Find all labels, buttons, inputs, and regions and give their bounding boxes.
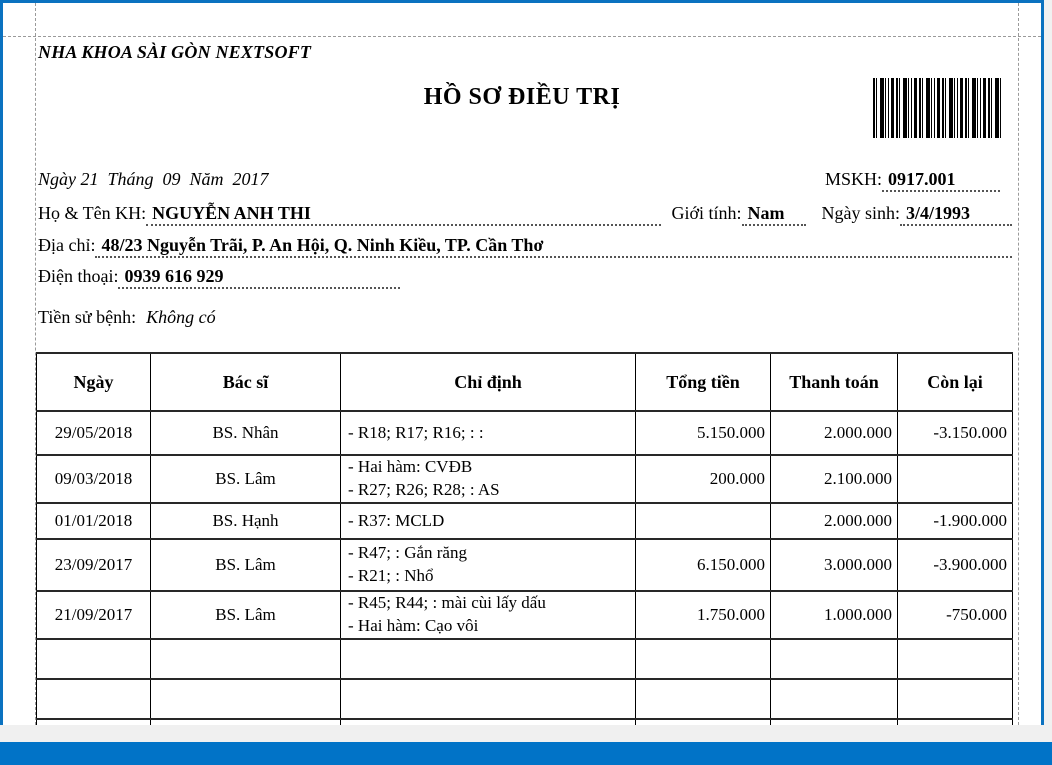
- customer-code-field: MSKH: 0917.001: [825, 169, 1001, 192]
- col-header-remaining: Còn lại: [897, 352, 1013, 412]
- indication-line: - R47; : Gắn răng: [348, 543, 467, 563]
- cell-indications: - R37: MCLD: [340, 502, 636, 540]
- indication-line: - R37: MCLD: [348, 510, 445, 530]
- cell-paid: 2.000.000: [770, 410, 898, 456]
- customer-code-label: MSKH:: [825, 169, 883, 189]
- customer-code-value: 0917.001: [882, 169, 1001, 192]
- dob-label: Ngày sinh:: [821, 203, 901, 223]
- table-row: 23/09/2017 BS. Lâm - R47; : Gắn răng - R…: [36, 538, 1013, 592]
- cell-total: 1.750.000: [635, 590, 771, 640]
- indication-line: - R27; R26; R28; : AS: [348, 480, 500, 499]
- cell-remaining: -1.900.000: [897, 502, 1013, 540]
- table-row-empty: [36, 678, 1013, 720]
- col-header-total: Tổng tiền: [635, 352, 771, 412]
- cell-indications: - R45; R44; : mài cùi lấy dấu - Hai hàm:…: [340, 590, 636, 640]
- medical-history-label: Tiền sử bệnh:: [38, 307, 137, 327]
- cell-indications: - Hai hàm: CVĐB - R27; R26; R28; : AS: [340, 454, 636, 504]
- col-header-doctor: Bác sĩ: [150, 352, 341, 412]
- margin-guide-top: [3, 36, 1041, 37]
- indication-line: - R18; R17; R16; : :: [348, 422, 484, 442]
- report-title: HỒ SƠ ĐIỀU TRỊ: [423, 84, 621, 110]
- medical-history-row: Tiền sử bệnh: Không có: [38, 307, 1012, 328]
- cell-remaining: -750.000: [897, 590, 1013, 640]
- name-label: Họ & Tên KH:: [38, 203, 147, 223]
- address-label: Địa chỉ:: [38, 235, 96, 255]
- cell-date: 01/01/2018: [36, 502, 151, 540]
- col-header-paid: Thanh toán: [770, 352, 898, 412]
- cell-date: 23/09/2017: [36, 538, 151, 592]
- phone-row: Điện thoại: 0939 616 929: [38, 266, 1012, 289]
- window-bottom-bar: [0, 742, 1052, 765]
- cell-total: 200.000: [635, 454, 771, 504]
- col-header-date: Ngày: [36, 352, 151, 412]
- cell-total: 5.150.000: [635, 410, 771, 456]
- indication-line: - R21; : Nhổ: [348, 566, 434, 585]
- cell-doctor: BS. Lâm: [150, 538, 341, 592]
- table-row-empty: [36, 718, 1013, 725]
- margin-guide-left: [35, 3, 36, 725]
- table-row: 29/05/2018 BS. Nhân - R18; R17; R16; : :…: [36, 410, 1013, 456]
- patient-name-row: Họ & Tên KH: NGUYỄN ANH THI Giới tính: N…: [38, 203, 1012, 226]
- report-page: NHA KHOA SÀI GÒN NEXTSOFT HỒ SƠ ĐIỀU TRỊ…: [0, 0, 1044, 725]
- clinic-name: NHA KHOA SÀI GÒN NEXTSOFT: [38, 42, 312, 62]
- visit-date-line: Ngày 21 Tháng 09 Năm 2017: [38, 169, 269, 189]
- phone-label: Điện thoại:: [38, 266, 119, 286]
- table-row: 21/09/2017 BS. Lâm - R45; R44; : mài cùi…: [36, 590, 1013, 640]
- table-row-empty: [36, 638, 1013, 680]
- cell-date: 09/03/2018: [36, 454, 151, 504]
- treatment-table: Ngày Bác sĩ Chỉ định Tổng tiền Thanh toá…: [36, 352, 1013, 725]
- name-value: NGUYỄN ANH THI: [146, 203, 662, 226]
- scrollbar-strip[interactable]: [0, 725, 1052, 742]
- cell-doctor: BS. Lâm: [150, 590, 341, 640]
- cell-doctor: BS. Hạnh: [150, 502, 341, 540]
- gender-value: Nam: [741, 203, 806, 226]
- cell-paid: 2.000.000: [770, 502, 898, 540]
- right-gutter: [1044, 0, 1052, 725]
- medical-history-value: Không có: [146, 307, 216, 327]
- gender-label: Giới tính:: [671, 203, 742, 223]
- cell-paid: 2.100.000: [770, 454, 898, 504]
- cell-paid: 1.000.000: [770, 590, 898, 640]
- address-row: Địa chỉ: 48/23 Nguyễn Trãi, P. An Hội, Q…: [38, 235, 1012, 258]
- cell-date: 21/09/2017: [36, 590, 151, 640]
- indication-line: - R45; R44; : mài cùi lấy dấu: [348, 593, 546, 613]
- table-row: 09/03/2018 BS. Lâm - Hai hàm: CVĐB - R27…: [36, 454, 1013, 504]
- cell-doctor: BS. Lâm: [150, 454, 341, 504]
- cell-remaining: -3.150.000: [897, 410, 1013, 456]
- cell-indications: - R18; R17; R16; : :: [340, 410, 636, 456]
- cell-date: 29/05/2018: [36, 410, 151, 456]
- barcode-icon: [873, 78, 1001, 138]
- address-value: 48/23 Nguyễn Trãi, P. An Hội, Q. Ninh Ki…: [95, 235, 1012, 258]
- indication-line: - Hai hàm: CVĐB: [348, 457, 473, 477]
- cell-total: [635, 502, 771, 540]
- indication-line: - Hai hàm: Cạo vôi: [348, 616, 479, 635]
- cell-remaining: -3.900.000: [897, 538, 1013, 592]
- table-row: 01/01/2018 BS. Hạnh - R37: MCLD 2.000.00…: [36, 502, 1013, 540]
- col-header-indication: Chỉ định: [340, 352, 636, 412]
- table-header-row: Ngày Bác sĩ Chỉ định Tổng tiền Thanh toá…: [36, 352, 1013, 412]
- cell-paid: 3.000.000: [770, 538, 898, 592]
- cell-remaining: [897, 454, 1013, 504]
- cell-indications: - R47; : Gắn răng - R21; : Nhổ: [340, 538, 636, 592]
- margin-guide-right: [1018, 3, 1019, 725]
- phone-value: 0939 616 929: [118, 266, 401, 289]
- cell-doctor: BS. Nhân: [150, 410, 341, 456]
- cell-total: 6.150.000: [635, 538, 771, 592]
- dob-value: 3/4/1993: [900, 203, 1012, 226]
